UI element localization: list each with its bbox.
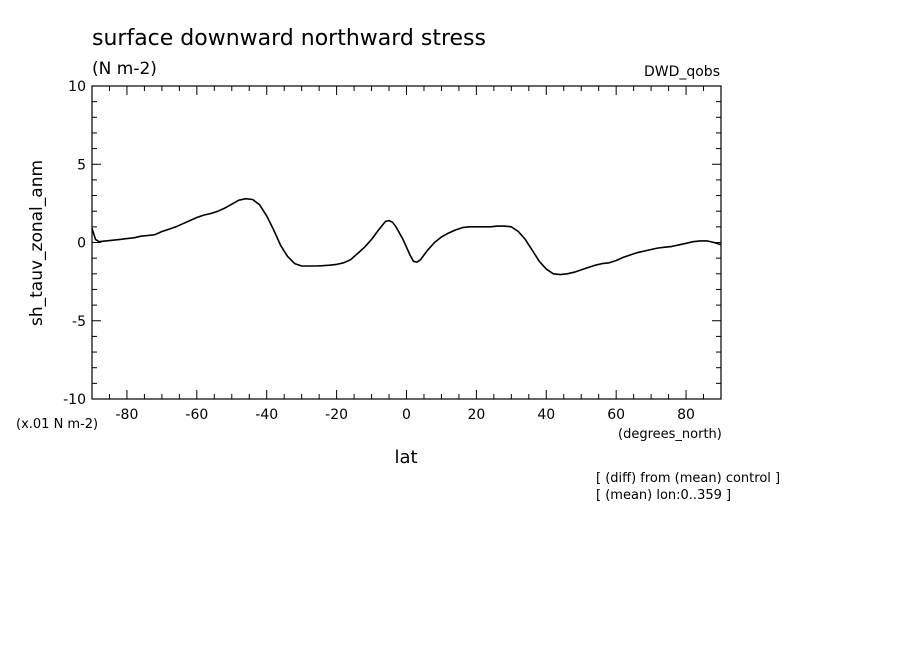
- source-label: DWD_qobs: [644, 64, 720, 80]
- axis-ticks: [91, 85, 722, 400]
- x-tick-label: 20: [467, 407, 485, 423]
- y-axis-label: sh_tauv_zonal_anm: [27, 160, 47, 326]
- plot-frame: [91, 85, 722, 400]
- x-tick-label: 40: [537, 407, 555, 423]
- x-tick-label: -60: [185, 407, 208, 423]
- y-unit-label: (x.01 N m-2): [16, 417, 98, 432]
- y-tick-label: 0: [77, 236, 86, 252]
- y-tick-label: 10: [68, 79, 86, 95]
- x-tick-label: -20: [325, 407, 348, 423]
- chart-title: surface downward northward stress: [92, 26, 486, 51]
- x-tick-label: -40: [255, 407, 278, 423]
- x-tick-label: -80: [116, 407, 139, 423]
- x-axis-label: lat: [394, 447, 417, 468]
- series-line: [91, 197, 722, 276]
- y-tick-label: -5: [72, 314, 86, 330]
- y-tick-label: 5: [77, 157, 86, 173]
- x-tick-label: 0: [402, 407, 411, 423]
- x-tick-label: 60: [607, 407, 625, 423]
- chart-subtitle: (N m-2): [92, 59, 157, 79]
- x-tick-labels: -80 -60 -40 -20 0 20 40 60 80: [116, 407, 695, 423]
- y-tick-labels: -10 -5 0 5 10: [63, 79, 86, 408]
- x-unit-label: (degrees_north): [618, 427, 722, 442]
- note-diff: [ (diff) from (mean) control ]: [596, 471, 780, 486]
- y-tick-label: -10: [63, 392, 86, 408]
- x-tick-label: 80: [677, 407, 695, 423]
- note-mean: [ (mean) lon:0..359 ]: [596, 488, 731, 503]
